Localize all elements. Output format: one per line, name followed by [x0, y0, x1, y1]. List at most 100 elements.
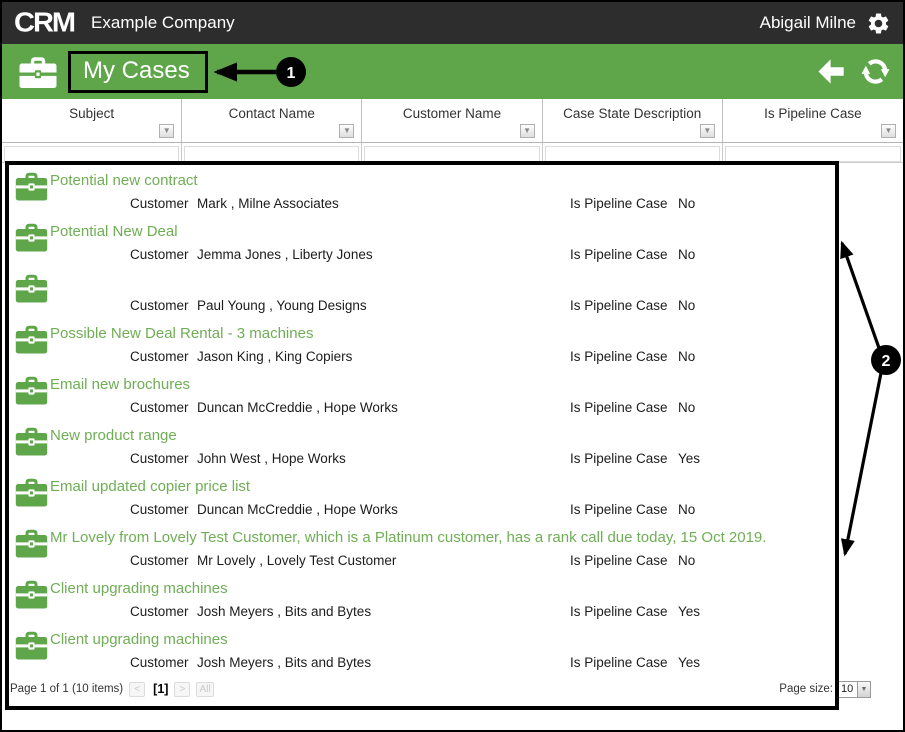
- pipeline-label: Is Pipeline Case: [570, 247, 668, 262]
- case-list-item: Potential new contract Customer Mark , M…: [2, 168, 903, 219]
- column-label: Subject: [69, 106, 115, 121]
- briefcase-icon[interactable]: [15, 272, 48, 309]
- company-name: Example Company: [91, 13, 235, 32]
- pipeline-label: Is Pipeline Case: [570, 553, 668, 568]
- column-header-subject[interactable]: Subject ▼: [2, 99, 183, 142]
- column-label: Customer Name: [402, 106, 502, 121]
- pipeline-label: Is Pipeline Case: [570, 349, 668, 364]
- briefcase-icon[interactable]: [15, 425, 48, 462]
- case-subject-link[interactable]: Email new brochures: [50, 376, 191, 393]
- pipeline-value: No: [678, 349, 696, 364]
- column-filter-button[interactable]: ▼: [519, 124, 535, 138]
- case-subject-link[interactable]: Client upgrading machines: [50, 631, 228, 648]
- pipeline-value: No: [678, 247, 696, 262]
- case-subject-link[interactable]: Possible New Deal Rental - 3 machines: [50, 325, 314, 342]
- page-size-value: 10: [841, 682, 854, 695]
- customer-label: Customer: [130, 298, 189, 313]
- customer-value: Jason King , King Copiers: [197, 349, 353, 364]
- case-list-item: Mr Lovely from Lovely Test Customer, whi…: [2, 525, 903, 576]
- current-page-button[interactable]: [1]: [153, 682, 169, 696]
- all-pages-button[interactable]: All: [196, 681, 214, 697]
- briefcase-icon[interactable]: [15, 374, 48, 411]
- case-list-item: Client upgrading machines Customer Josh …: [2, 576, 903, 627]
- case-subject-link[interactable]: Potential New Deal: [50, 223, 178, 240]
- briefcase-icon[interactable]: [15, 527, 48, 564]
- case-subject-link[interactable]: Potential new contract: [50, 172, 198, 189]
- grid-filter-row: [2, 143, 903, 163]
- case-subject-link[interactable]: Client upgrading machines: [50, 580, 228, 597]
- briefcase-icon: [18, 54, 58, 90]
- briefcase-icon[interactable]: [15, 476, 48, 513]
- customer-label: Customer: [130, 400, 189, 415]
- filter-cell-subject: [2, 143, 183, 162]
- filter-cell-case-state-description: [543, 143, 723, 162]
- column-header-case-state-description[interactable]: Case State Description ▼: [543, 99, 723, 142]
- customer-label: Customer: [130, 349, 189, 364]
- column-filter-button[interactable]: ▼: [339, 124, 355, 138]
- pipeline-value: No: [678, 502, 696, 517]
- customer-value: Mark , Milne Associates: [197, 196, 339, 211]
- page-size-label: Page size:: [779, 683, 833, 695]
- briefcase-icon[interactable]: [15, 170, 48, 207]
- page-title: My Cases: [68, 50, 208, 93]
- page-size-group: Page size: 10 ▼: [779, 680, 871, 698]
- customer-value: Josh Meyers , Bits and Bytes: [197, 604, 372, 619]
- pipeline-label: Is Pipeline Case: [570, 298, 668, 313]
- pagination-bar: Page 1 of 1 (10 items) < [1] > All Page …: [2, 678, 903, 700]
- customer-label: Customer: [130, 247, 189, 262]
- pipeline-label: Is Pipeline Case: [570, 451, 668, 466]
- column-filter-button[interactable]: ▼: [881, 124, 897, 138]
- customer-label: Customer: [130, 451, 189, 466]
- pagination-summary: Page 1 of 1 (10 items): [10, 683, 124, 695]
- pipeline-value: No: [678, 400, 696, 415]
- current-user-name[interactable]: Abigail Milne: [759, 13, 856, 32]
- pipeline-label: Is Pipeline Case: [570, 502, 668, 517]
- briefcase-icon[interactable]: [15, 221, 48, 258]
- pipeline-value: Yes: [678, 604, 701, 619]
- customer-value: Duncan McCreddie , Hope Works: [197, 400, 398, 415]
- page-size-select[interactable]: 10 ▼: [837, 680, 871, 698]
- filter-input-subject[interactable]: [4, 146, 180, 162]
- pipeline-label: Is Pipeline Case: [570, 604, 668, 619]
- column-filter-button[interactable]: ▼: [159, 124, 175, 138]
- filter-input-contact-name[interactable]: [184, 146, 360, 162]
- filter-input-case-state-description[interactable]: [544, 146, 720, 162]
- column-header-is-pipeline-case[interactable]: Is Pipeline Case ▼: [723, 99, 903, 142]
- case-subject-link[interactable]: Email updated copier price list: [50, 478, 251, 495]
- case-list-item: Email updated copier price list Customer…: [2, 474, 903, 525]
- toolbar-actions: [818, 57, 890, 86]
- briefcase-icon[interactable]: [15, 323, 48, 360]
- column-filter-button[interactable]: ▼: [699, 124, 715, 138]
- prev-page-button[interactable]: <: [129, 681, 146, 697]
- pipeline-value: No: [678, 553, 696, 568]
- briefcase-icon[interactable]: [15, 629, 48, 666]
- filter-cell-customer-name: [362, 143, 543, 162]
- filter-cell-is-pipeline-case: [723, 143, 903, 162]
- customer-value: John West , Hope Works: [197, 451, 346, 466]
- customer-label: Customer: [130, 502, 189, 517]
- grid-header-row: Subject ▼ Contact Name ▼ Customer Name ▼ Case …: [2, 99, 903, 143]
- case-subject-link[interactable]: New product range: [50, 427, 177, 444]
- case-list-item: Possible New Deal Rental - 3 machines Cu…: [2, 321, 903, 372]
- customer-label: Customer: [130, 604, 189, 619]
- case-subject-link[interactable]: Mr Lovely from Lovely Test Customer, whi…: [50, 529, 767, 546]
- column-header-contact-name[interactable]: Contact Name ▼: [182, 99, 363, 142]
- pipeline-label: Is Pipeline Case: [570, 655, 668, 670]
- chevron-down-icon: ▼: [857, 681, 870, 697]
- filter-input-customer-name[interactable]: [364, 146, 540, 162]
- crm-logo: CRM: [14, 7, 76, 38]
- column-header-customer-name[interactable]: Customer Name ▼: [362, 99, 543, 142]
- filter-cell-contact-name: [182, 143, 363, 162]
- briefcase-icon[interactable]: [15, 578, 48, 615]
- pipeline-value: No: [678, 298, 696, 313]
- settings-gear-icon[interactable]: [866, 11, 891, 36]
- pipeline-label: Is Pipeline Case: [570, 400, 668, 415]
- case-list-item: New product range Customer John West , H…: [2, 423, 903, 474]
- case-list-item: Email new brochures Customer Duncan McCr…: [2, 372, 903, 423]
- filter-input-is-pipeline-case[interactable]: [724, 146, 902, 162]
- customer-value: Mr Lovely , Lovely Test Customer: [197, 553, 397, 568]
- refresh-icon[interactable]: [861, 57, 890, 86]
- next-page-button[interactable]: >: [174, 681, 191, 697]
- back-arrow-icon[interactable]: [818, 59, 846, 84]
